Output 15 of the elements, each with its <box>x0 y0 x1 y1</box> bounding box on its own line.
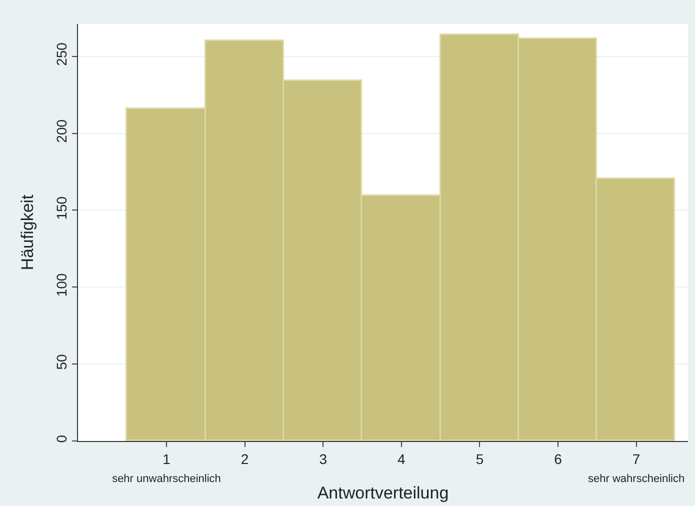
y-tick-label: 50 <box>53 354 70 370</box>
y-axis-title: Häufigkeit <box>18 194 37 270</box>
x-tick-label: 4 <box>398 450 406 467</box>
x-tick-label: 2 <box>240 450 249 467</box>
y-tick-label: 0 <box>53 434 70 443</box>
y-tick-label: 100 <box>53 273 70 297</box>
x-tick-label: 6 <box>554 450 562 467</box>
x-axis-title: Antwortverteilung <box>317 483 449 502</box>
x-tick-label: 5 <box>476 450 484 467</box>
y-tick-label: 150 <box>53 196 70 220</box>
x-tick-label: 3 <box>319 450 328 467</box>
x-tick-label: 1 sehr unwahrscheinlich <box>112 450 221 485</box>
y-tick-label: 250 <box>53 42 70 66</box>
y-tick-label: 200 <box>53 119 70 143</box>
x-tick-label: 7 sehr wahrscheinlich <box>588 450 685 485</box>
